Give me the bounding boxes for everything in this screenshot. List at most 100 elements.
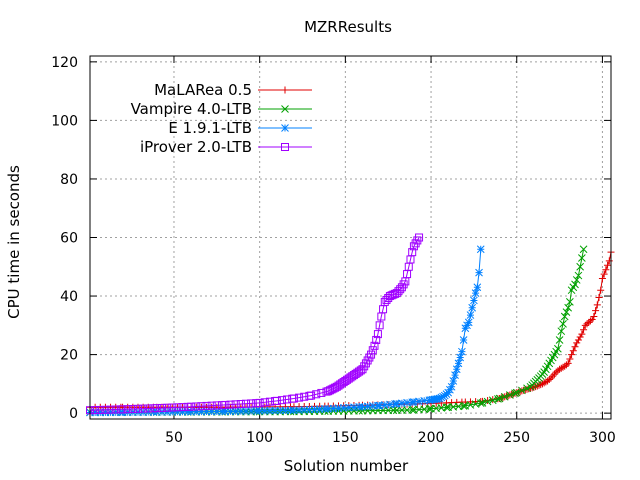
data-point [236,400,245,409]
data-point [442,403,451,412]
data-point [403,398,411,407]
data-point [398,399,406,408]
data-point [506,391,514,399]
data-point [168,403,177,412]
data-point [207,401,216,410]
legend-marker [281,143,289,151]
data-point [197,407,206,416]
data-point [106,405,115,414]
data-point [437,393,446,402]
data-point [111,408,120,417]
series-0 [86,248,615,411]
data-point [368,346,377,355]
data-point [559,320,567,328]
data-point [585,318,593,326]
data-point [576,333,584,341]
data-point [580,326,588,334]
data-point [163,403,172,412]
data-point [449,377,458,385]
data-point [307,391,316,400]
data-point [157,403,166,412]
data-point [334,404,343,412]
data-point [295,393,304,402]
data-point [494,395,502,403]
data-point [464,318,473,327]
x-tick-label: 200 [418,430,445,446]
data-point [123,405,132,414]
data-point [566,355,574,363]
data-point [459,336,468,344]
data-point [315,405,324,413]
y-tick-label: 20 [60,348,78,364]
data-point [101,405,110,414]
data-point [495,394,504,403]
data-point [370,341,379,350]
series-line [89,249,482,414]
data-point [415,233,424,242]
data-point [425,405,434,413]
data-point [566,298,574,306]
axis-ticks: 0 20 40 60 80 100 120 50 100 150 200 250 300 [51,55,616,446]
data-point [178,403,187,412]
data-point [363,402,372,411]
data-point [452,365,461,374]
data-point [471,289,480,297]
x-axis-label: Solution number [284,457,409,475]
data-point [272,396,281,405]
data-point [511,389,519,398]
data-point [500,392,509,401]
data-point [324,404,333,413]
data-point [312,390,321,399]
data-point [329,404,338,413]
data-point [562,361,570,369]
data-point [168,407,177,416]
data-point [598,274,606,282]
data-point [478,399,487,407]
data-point [380,401,389,409]
plot-frame [89,55,612,420]
data-point [461,324,470,333]
data-point [295,406,303,414]
data-point [118,408,127,417]
data-point [368,402,377,410]
data-point [277,396,286,405]
legend-marker [281,124,289,132]
data-point [101,408,110,417]
data-point [512,388,521,397]
data-point [118,405,127,414]
data-point [576,262,585,271]
data-point [187,407,195,416]
data-point [573,339,581,347]
data-point [581,321,589,329]
data-point [439,392,447,401]
data-point [564,359,572,367]
data-point [305,405,314,414]
data-point [163,408,171,416]
data-point [552,368,560,376]
data-point [389,406,398,415]
data-point [451,371,459,379]
data-point [187,402,196,411]
data-point [444,388,453,397]
data-point [568,351,576,359]
y-tick-label: 0 [69,406,78,422]
data-point [197,402,206,411]
y-tick-label: 80 [60,172,78,188]
data-point [408,248,417,257]
data-point [350,403,358,412]
data-point [271,406,279,415]
series-3 [86,233,424,415]
data-point [173,407,182,416]
y-tick-label: 40 [60,289,78,305]
data-point [415,397,423,406]
data-point [255,406,264,415]
data-point [367,350,376,359]
x-tick-label: 50 [165,430,183,446]
data-point [535,381,543,389]
data-point [420,396,429,405]
data-point [106,408,115,417]
data-point [375,401,384,410]
x-tick-label: 250 [503,430,530,446]
data-point [344,403,353,412]
